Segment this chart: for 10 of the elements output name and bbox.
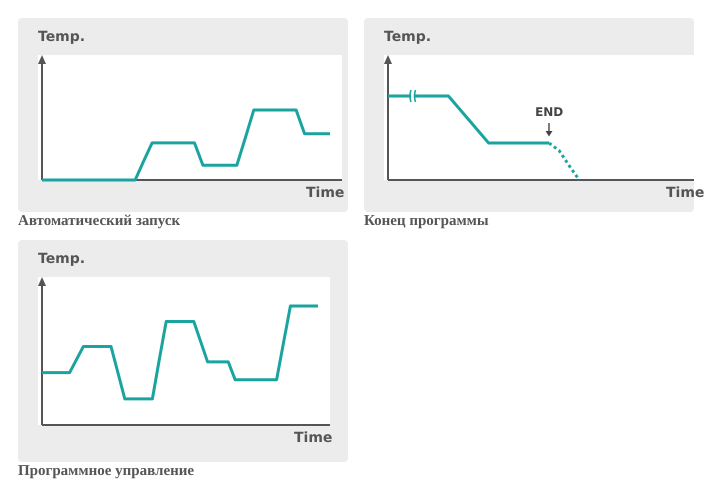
text: Конец программы xyxy=(364,213,489,230)
y-axis-title: Temp. xyxy=(38,29,86,45)
text: Программное управление xyxy=(18,463,194,480)
x-axis-title: Time xyxy=(294,430,332,446)
y-axis-title: Temp. xyxy=(38,251,86,267)
x-axis-title: Time xyxy=(306,185,344,201)
x-axis-title: Time xyxy=(666,185,704,201)
annotation: END xyxy=(535,105,564,120)
y-axis-title: Temp. xyxy=(384,29,432,45)
text: Автоматический запуск xyxy=(18,213,180,230)
